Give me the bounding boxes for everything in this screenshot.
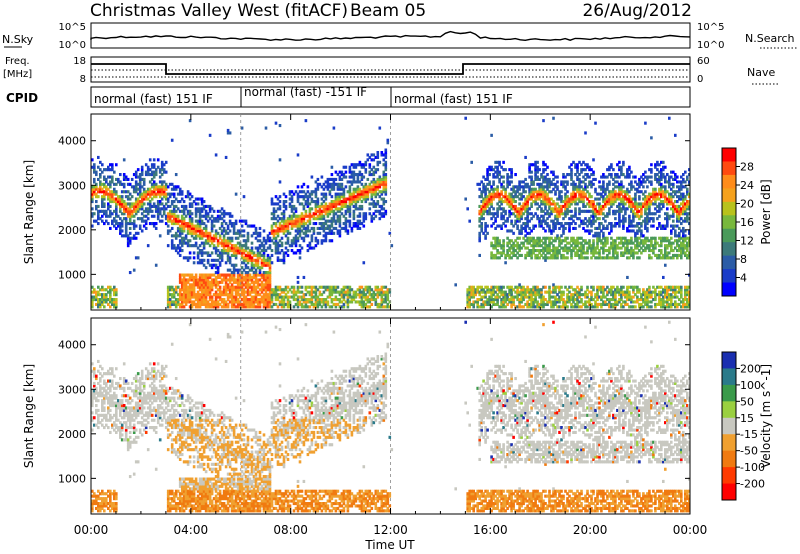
colorbar-tick-label: 100 — [740, 379, 761, 392]
freq-tick-top: 18 — [73, 56, 86, 67]
nave-tick-bottom: 0 — [697, 74, 703, 85]
date-label: 26/Aug/2012 — [582, 1, 692, 21]
freq-tick-bottom: 8 — [80, 74, 86, 85]
nsky-tick-top: 10^5 — [59, 22, 86, 33]
y-tick-label: 4000 — [58, 339, 86, 352]
y-tick-label: 2000 — [58, 428, 86, 441]
x-tick-label: 12:00 — [373, 523, 408, 537]
nsky-label: N.Sky — [2, 33, 34, 46]
colorbar-tick-label: 4 — [740, 272, 747, 285]
colorbar-tick-label: 24 — [740, 179, 754, 192]
x-tick-label: 20:00 — [573, 523, 608, 537]
freq-label: Freq. — [5, 56, 30, 67]
cpid-segment-1: normal (fast) 151 IF — [94, 92, 213, 106]
power-ylabel: Slant Range [km] — [22, 160, 36, 264]
freq-panel: Freq. [MHz] 18 8 60 0 Nave — [3, 56, 780, 85]
colorbar-tick-label: -15 — [740, 428, 758, 441]
colorbar-tick-label: -50 — [740, 445, 758, 458]
colorbar-tick-label: 8 — [740, 253, 747, 266]
y-tick-label: 2000 — [58, 224, 86, 237]
velocity-colorbar: 200 100 50 15 -15 -50 -100 -200 Velocity [m s^-… — [721, 351, 773, 501]
x-tick-label: 00:00 — [74, 523, 109, 537]
power-colorbar-label: Power [dB] — [759, 179, 773, 244]
x-tick-label: 08:00 — [273, 523, 308, 537]
x-tick-label: 16:00 — [473, 523, 508, 537]
cpid-row: CPID normal (fast) 151 IF normal (fast) … — [6, 85, 691, 108]
x-tick-label: 04:00 — [174, 523, 209, 537]
nave-tick-top: 60 — [697, 56, 710, 67]
velocity-panel: Slant Range [km] 1000 2000 3000 4000 00:00 0… — [22, 114, 707, 552]
velocity-colorbar-label: Velocity [m s^-1] — [759, 364, 773, 468]
nsearch-tick-bottom: 10^0 — [697, 40, 724, 51]
nsearch-tick-top: 10^5 — [697, 22, 724, 33]
x-tick-label: 00:00 — [673, 523, 708, 537]
colorbar-tick-label: 28 — [740, 161, 754, 174]
colorbar-tick-label: 50 — [740, 395, 754, 408]
nsearch-label: N.Search — [745, 32, 795, 45]
cpid-label: CPID — [6, 91, 38, 105]
nave-label: Nave — [747, 66, 775, 79]
y-tick-label: 1000 — [58, 268, 86, 281]
y-tick-label: 3000 — [58, 179, 86, 192]
plot-title: Christmas Valley West (fitACF) — [90, 1, 348, 21]
cpid-segment-2: normal (fast) -151 IF — [244, 85, 367, 99]
colorbar-tick-label: 15 — [740, 412, 754, 425]
colorbar-tick-label: -100 — [740, 461, 765, 474]
nsky-panel: N.Sky 10^5 10^0 10^5 10^0 N.Search — [2, 22, 797, 51]
colorbar-tick-label: 16 — [740, 216, 754, 229]
y-tick-label: 1000 — [58, 472, 86, 485]
y-tick-label: 4000 — [58, 135, 86, 148]
colorbar-tick-label: 200 — [740, 362, 761, 375]
beam-label: Beam 05 — [350, 1, 426, 21]
y-tick-label: 3000 — [58, 383, 86, 396]
x-axis-label: Time UT — [364, 538, 415, 552]
power-panel: Slant Range [km] 1000 2000 3000 4000 — [22, 113, 691, 514]
cpid-segment-3: normal (fast) 151 IF — [394, 92, 513, 106]
power-colorbar: 28 24 20 16 12 8 4 Power [dB] — [721, 147, 773, 297]
freq-unit: [MHz] — [3, 69, 32, 80]
colorbar-tick-label: 20 — [740, 198, 754, 211]
velocity-ylabel: Slant Range [km] — [22, 364, 36, 468]
nsky-tick-bottom: 10^0 — [59, 40, 86, 51]
colorbar-tick-label: 12 — [740, 235, 754, 248]
colorbar-tick-label: -200 — [740, 478, 765, 491]
